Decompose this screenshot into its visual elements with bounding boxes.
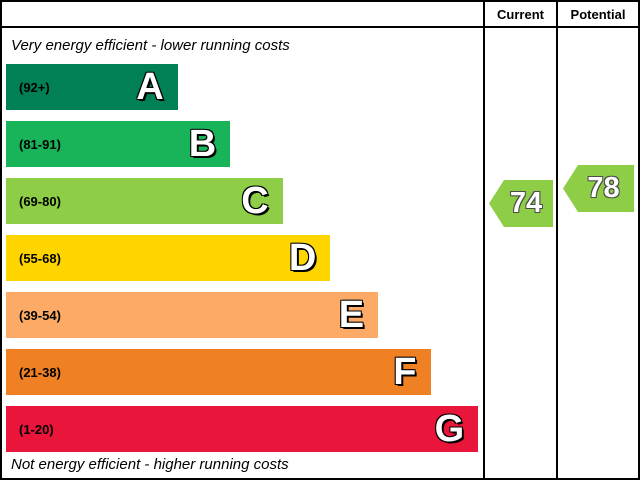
band-bar-c: (69-80) C: [6, 178, 283, 224]
band-range-label: (92+): [19, 79, 50, 95]
band-range-label: (39-54): [19, 307, 61, 323]
bottom-caption: Not energy efficient - higher running co…: [11, 456, 289, 473]
current-column-body: 74: [485, 28, 556, 478]
potential-rating-value: 78: [587, 172, 620, 204]
current-rating-arrow: 74: [489, 180, 553, 227]
band-row: (55-68) D: [6, 235, 483, 281]
band-range-label: (55-68): [19, 250, 61, 266]
band-letter: C: [241, 180, 269, 222]
band-row: (81-91) B: [6, 121, 483, 167]
band-bar-g: (1-20) G: [6, 406, 479, 452]
rating-scale-column: Very energy efficient - lower running co…: [2, 2, 485, 478]
band-letter: D: [288, 237, 317, 279]
band-bar-a: (92+) A: [6, 64, 178, 110]
band-bar-d: (55-68) D: [6, 235, 331, 281]
band-letter: B: [188, 123, 217, 165]
band-row: (1-20) G: [6, 406, 483, 452]
band-bar-b: (81-91) B: [6, 121, 231, 167]
band-bar-f: (21-38) F: [6, 349, 431, 395]
potential-column-body: 78: [558, 28, 638, 478]
band-letter: G: [434, 408, 465, 450]
current-column: Current 74: [485, 2, 558, 478]
band-row: (92+) A: [6, 64, 483, 110]
band-range-label: (69-80): [19, 193, 61, 209]
band-row: (69-80) C: [6, 178, 483, 224]
scale-column-header: [2, 2, 483, 28]
band-range-label: (1-20): [19, 421, 54, 437]
band-bar-e: (39-54) E: [6, 292, 379, 338]
band-letter: E: [338, 294, 365, 336]
band-row: (39-54) E: [6, 292, 483, 338]
top-caption: Very energy efficient - lower running co…: [11, 37, 290, 54]
band-letter: A: [136, 66, 164, 108]
potential-column: Potential 78: [558, 2, 638, 478]
current-column-header: Current: [485, 2, 556, 28]
band-range-label: (81-91): [19, 136, 61, 152]
band-letter: F: [393, 351, 417, 393]
band-row: (21-38) F: [6, 349, 483, 395]
potential-column-header: Potential: [558, 2, 638, 28]
bands: (92+) A (81-91) B (69-80) C (55-68) D (39-54) E (2…: [2, 64, 483, 452]
rating-scale-body: Very energy efficient - lower running co…: [2, 28, 483, 478]
current-rating-value: 74: [509, 187, 543, 219]
potential-rating-arrow: 78: [563, 165, 634, 212]
band-range-label: (21-38): [19, 364, 61, 380]
